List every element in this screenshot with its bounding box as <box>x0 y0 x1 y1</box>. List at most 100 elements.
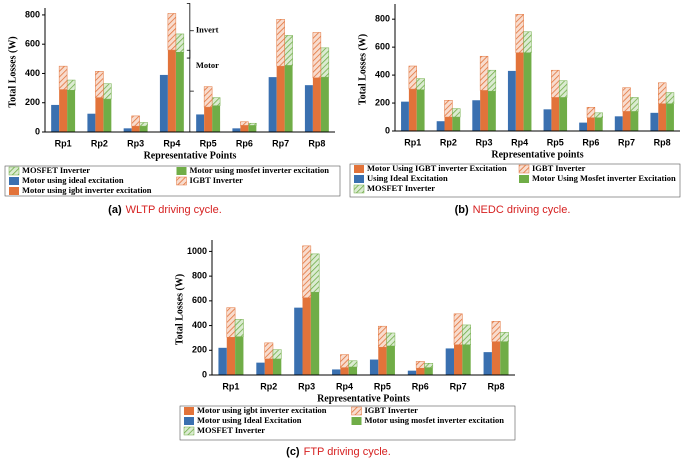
bar-segment <box>264 342 274 360</box>
annotation-brace <box>186 49 194 133</box>
bar-segment <box>462 344 471 375</box>
bar-segment <box>272 349 282 360</box>
legend-label: Motor Using Mosfet inverter Excitation <box>532 173 676 183</box>
legend-label: Motor using ideal excitation <box>22 175 124 185</box>
legend-swatch <box>351 417 362 425</box>
bar-segment <box>487 69 497 92</box>
caption: (c) FTP driving cycle. <box>286 446 391 458</box>
bar-segment <box>235 336 244 375</box>
caption-label: (b) <box>455 204 469 216</box>
x-tick-label: Rp4 <box>336 381 353 391</box>
annotation: Motor <box>196 60 219 70</box>
bar-segment <box>232 128 241 132</box>
bar-segment <box>480 90 488 131</box>
chart-panel: 0 200 400 600 800 1000 Rp1 Rp2 Rp3 Rp4 Rp5 Rp6 Rp7 Rp… <box>174 240 516 458</box>
bar-segment <box>523 52 532 131</box>
x-tick-label: Rp8 <box>308 138 325 148</box>
x-tick-label: Rp1 <box>55 138 72 148</box>
bar-segment <box>407 370 417 375</box>
legend-swatch <box>184 417 194 425</box>
bar-segment <box>445 348 455 375</box>
bar-segment <box>256 362 265 375</box>
bar-segment <box>658 82 667 104</box>
bar-segment <box>203 86 213 108</box>
y-tick-label: 800 <box>25 9 40 19</box>
bar-segment <box>658 103 667 131</box>
bar-segment <box>131 126 140 132</box>
bar-segment <box>139 126 148 132</box>
bar-segment <box>240 121 249 126</box>
legend-swatch <box>9 177 19 185</box>
bar-segment <box>226 337 236 375</box>
bar-segment <box>386 345 395 375</box>
x-tick-label: Rp4 <box>511 137 528 147</box>
bar-segment <box>551 69 560 98</box>
bar-segment <box>408 65 417 90</box>
bar-segment <box>515 14 524 53</box>
legend-swatch <box>351 406 362 416</box>
caption: (b) NEDC driving cycle. <box>455 204 571 216</box>
bar-segment <box>304 85 313 132</box>
legend-label: Using Ideal Excitation <box>367 173 448 183</box>
legend-label: MOSFET Inverter <box>367 183 435 193</box>
bar-segment <box>264 358 273 375</box>
bar-segment <box>622 111 631 131</box>
x-tick-label: Rp8 <box>488 381 505 391</box>
x-tick-label: Rp2 <box>260 381 277 391</box>
bar-segment <box>51 104 60 132</box>
x-tick-label: Rp6 <box>582 137 599 147</box>
bar-segment <box>312 32 322 79</box>
bar-segment <box>416 368 425 375</box>
x-tick-label: Rp5 <box>547 137 564 147</box>
bar-segment <box>159 74 168 132</box>
legend-label: Motor using mosfet inverter excitation <box>365 415 505 425</box>
bar-segment <box>558 80 568 98</box>
bar-segment <box>462 324 471 345</box>
x-axis-title: Representative points <box>491 149 583 160</box>
caption-text: FTP driving cycle. <box>304 446 391 458</box>
x-tick-label: Rp5 <box>200 138 217 148</box>
legend-swatch <box>354 165 364 173</box>
bar-segment <box>240 125 249 132</box>
bar-segment <box>452 117 461 131</box>
legend-label: IGBT Inverter <box>365 405 419 415</box>
bar-segment <box>444 117 453 131</box>
bar-segment <box>436 121 445 131</box>
bar-segment <box>408 89 417 131</box>
bar-segment <box>248 122 257 126</box>
bar-segment <box>483 352 492 375</box>
bar-segment <box>515 52 524 131</box>
bar-segment <box>666 103 674 131</box>
legend-label: MOSFET Inverter <box>197 425 265 435</box>
bar-segment <box>665 92 675 104</box>
x-tick-label: Rp7 <box>272 138 289 148</box>
bar-segment <box>204 107 213 132</box>
x-tick-label: Rp6 <box>236 138 253 148</box>
caption-label: (a) <box>108 204 122 216</box>
caption-text: WLTP driving cycle. <box>126 204 222 216</box>
bar-segment <box>487 91 496 131</box>
bar-segment <box>416 89 425 131</box>
bar-segment <box>587 117 595 131</box>
bar-segment <box>452 108 461 118</box>
bar-segment <box>175 52 184 132</box>
y-tick-label: 200 <box>25 97 40 107</box>
legend-label: IGBT Inverter <box>532 163 586 173</box>
y-tick-label: 200 <box>375 97 390 107</box>
bar-segment <box>340 367 349 375</box>
legend-label: Motor using igbt inverter excitation <box>197 405 327 415</box>
bar-segment <box>196 114 205 132</box>
caption: (a) WLTP driving cycle. <box>108 204 222 216</box>
legend-label: Motor Using IGBT inverter Excitation <box>367 163 507 173</box>
bar-segment <box>268 77 277 132</box>
bar-segment <box>234 319 244 337</box>
bar-segment <box>320 47 330 78</box>
bar-segment <box>491 320 501 342</box>
y-tick-label: 0 <box>385 125 390 135</box>
y-tick-label: 400 <box>192 320 207 330</box>
y-tick-label: 600 <box>25 39 40 49</box>
legend-label: Motor using mosfet inverter excitation <box>190 165 330 175</box>
y-axis-title: Total Losses (W) <box>7 36 18 107</box>
bar-segment <box>594 117 603 131</box>
